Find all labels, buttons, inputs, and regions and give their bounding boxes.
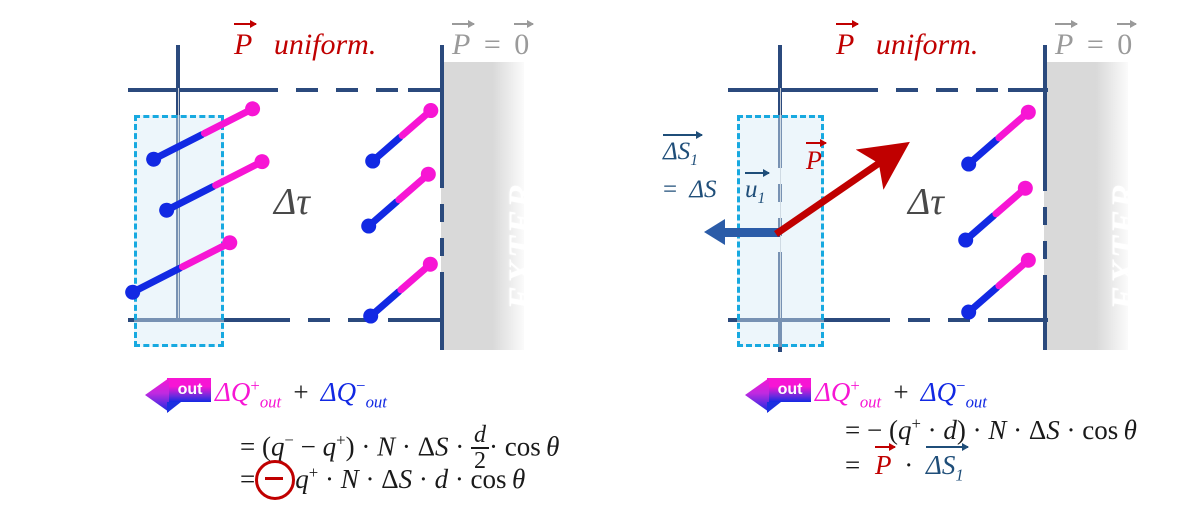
grid-hline-bottom-left-r bbox=[728, 318, 868, 322]
out-badge-label: out bbox=[777, 381, 803, 398]
selection-box-left[interactable] bbox=[134, 115, 224, 347]
zero-vector-symbol: 0 bbox=[514, 20, 535, 62]
polarization-uniform-label-left: P uniform. bbox=[234, 20, 376, 62]
panel-left: EXTER. bbox=[121, 20, 560, 502]
out-badge-arrowhead bbox=[145, 378, 169, 412]
surface-vector-label-line2: = ΔS bbox=[663, 176, 717, 203]
polarization-vector-arrow bbox=[774, 141, 910, 237]
p-vector-label-inline: P bbox=[806, 138, 827, 176]
out-flux-badge-left: out bbox=[145, 378, 211, 413]
surface-vector-label-line1: ΔS1 bbox=[663, 131, 703, 170]
p-vector-symbol-exterior: P bbox=[452, 20, 476, 62]
grid-hline-top-dashed bbox=[256, 88, 416, 92]
equation-right-line2: = − (q+ · d) · N · ΔS · cos θ bbox=[845, 414, 1137, 445]
p-vector-symbol-exterior: P bbox=[1055, 20, 1079, 62]
zero-vector-symbol: 0 bbox=[1117, 20, 1138, 62]
exterior-band-right bbox=[1044, 62, 1128, 350]
grid-vline-thin-right bbox=[780, 88, 781, 318]
grid-hline-bottom-right-r bbox=[1004, 318, 1048, 322]
grid-vline-wall-dashed-r bbox=[1043, 173, 1047, 275]
grid-hline-top-right bbox=[408, 88, 444, 92]
p-vector-symbol-eq: P bbox=[874, 442, 896, 481]
grid-hline-top-right-r bbox=[1008, 88, 1048, 92]
p-vector-symbol: P bbox=[234, 20, 258, 62]
out-badge-shaft bbox=[167, 378, 211, 402]
grid-vline-right-dashed bbox=[440, 170, 444, 275]
delta-s1-vector-symbol: ΔS1 bbox=[663, 131, 703, 170]
out-badge-shaft bbox=[767, 378, 811, 402]
grid-hline-bottom-dashed-r bbox=[868, 318, 1016, 322]
p-vector-symbol-inline: P bbox=[806, 138, 827, 176]
grid-vline-wall-bottom-r bbox=[1043, 275, 1047, 350]
grid-hline-top-dashed-r bbox=[856, 88, 1016, 92]
delta-s1-vector-symbol-eq: ΔS1 bbox=[925, 442, 969, 485]
p-equals-zero-label-right: P = 0 bbox=[1055, 20, 1138, 62]
volume-element-label-left: Δτ bbox=[274, 181, 310, 223]
panel-right: EXTER. bbox=[600, 0, 1200, 506]
grid-hline-bottom-left bbox=[128, 318, 268, 322]
equation-left-line3: = q+ · N · ΔS · d · cos θ bbox=[240, 460, 525, 502]
exterior-band-left bbox=[441, 62, 524, 350]
unit-vector-label: u1 bbox=[745, 169, 771, 208]
negative-sign-highlight bbox=[255, 460, 296, 500]
out-flux-badge-right: out bbox=[745, 378, 811, 413]
exterior-band-label-right: EXTER. bbox=[1104, 170, 1144, 310]
exterior-band-label-left: EXTER. bbox=[501, 170, 541, 310]
grid-vline-wall-top-r bbox=[1043, 45, 1047, 173]
out-badge-tail bbox=[767, 402, 781, 413]
out-badge-label: out bbox=[177, 381, 203, 398]
equation-right-line3: = P · ΔS1 bbox=[845, 442, 969, 485]
grid-vline-right-top bbox=[440, 45, 444, 170]
grid-hline-top-left bbox=[128, 88, 256, 92]
grid-hline-bottom-right bbox=[404, 318, 444, 322]
p-equals-zero-label-left: P = 0 bbox=[452, 20, 535, 62]
out-badge-arrowhead bbox=[745, 378, 769, 412]
out-badge-tail bbox=[167, 402, 181, 413]
equation-left-line2: = (q− − q+) · N · ΔS · d 2 · cos θ bbox=[240, 422, 560, 475]
equation-right-lhs: ΔQ+out + ΔQ−out bbox=[815, 376, 987, 412]
p-vector-symbol: P bbox=[836, 20, 860, 62]
equation-left-lhs: ΔQ+out + ΔQ−out bbox=[215, 376, 387, 412]
volume-element-label-right: Δτ bbox=[908, 181, 944, 223]
grid-vline-right-bottom bbox=[440, 275, 444, 350]
grid-hline-bottom-dashed bbox=[268, 318, 416, 322]
surface-normal-arrow-shaft bbox=[704, 219, 780, 245]
u1-vector-symbol: u1 bbox=[745, 169, 771, 208]
grid-hline-top-left-r bbox=[728, 88, 856, 92]
polarization-uniform-label-right: P uniform. bbox=[836, 20, 978, 62]
